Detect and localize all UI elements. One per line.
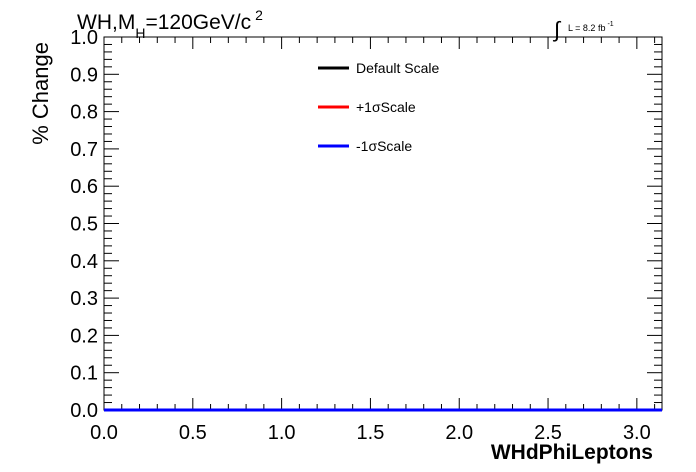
y-tick-label: 0.7 (70, 139, 98, 161)
x-tick-label: 0.5 (179, 422, 207, 444)
y-tick-label: 0.8 (70, 102, 98, 124)
y-tick-label: 0.3 (70, 288, 98, 310)
legend-label: +1σScale (356, 99, 416, 115)
legend-label: -1σScale (356, 138, 412, 154)
chart-title-subscript: H (135, 25, 145, 41)
x-tick-label: 2.0 (445, 422, 473, 444)
chart-title-main: WH,M (77, 11, 135, 34)
chart-title: WH,MH=120GeV/c 2 (77, 7, 263, 41)
y-tick-label: 1.0 (70, 27, 98, 49)
x-axis-ticks: 0.0 0.5 1.0 1.5 2.0 2.5 3.0 (90, 37, 656, 444)
y-tick-label: 0.6 (70, 176, 98, 198)
y-tick-label: 0.9 (70, 64, 98, 86)
y-tick-label: 0.0 (70, 400, 98, 422)
x-tick-label: 0.0 (90, 422, 118, 444)
x-axis-label: WHdPhiLeptons (491, 441, 653, 464)
lumi-integral: ∫ (552, 17, 562, 42)
legend-label: Default Scale (356, 60, 439, 76)
lumi-text: L = 8.2 fb (568, 23, 605, 33)
x-tick-label: 3.0 (623, 422, 651, 444)
chart-title-suffix: =120GeV/c (145, 11, 251, 34)
y-tick-label: 0.4 (70, 251, 98, 273)
chart-title-superscript: 2 (255, 7, 263, 23)
x-tick-label: 1.5 (357, 422, 385, 444)
legend: Default Scale +1σScale -1σScale (318, 60, 439, 154)
y-tick-label: 0.2 (70, 325, 98, 347)
lumi-superscript: -1 (607, 21, 613, 28)
y-axis-label: % Change (28, 42, 53, 145)
x-tick-label: 1.0 (268, 422, 296, 444)
y-tick-label: 0.1 (70, 363, 98, 385)
y-axis-ticks: 0.0 0.1 0.2 0.3 0.4 0.5 0.6 0.7 0.8 0.9 1.0 (70, 27, 662, 422)
y-tick-label: 0.5 (70, 214, 98, 236)
x-tick-label: 2.5 (534, 422, 562, 444)
lumi-label: L = 8.2 fb -1 (568, 21, 614, 33)
